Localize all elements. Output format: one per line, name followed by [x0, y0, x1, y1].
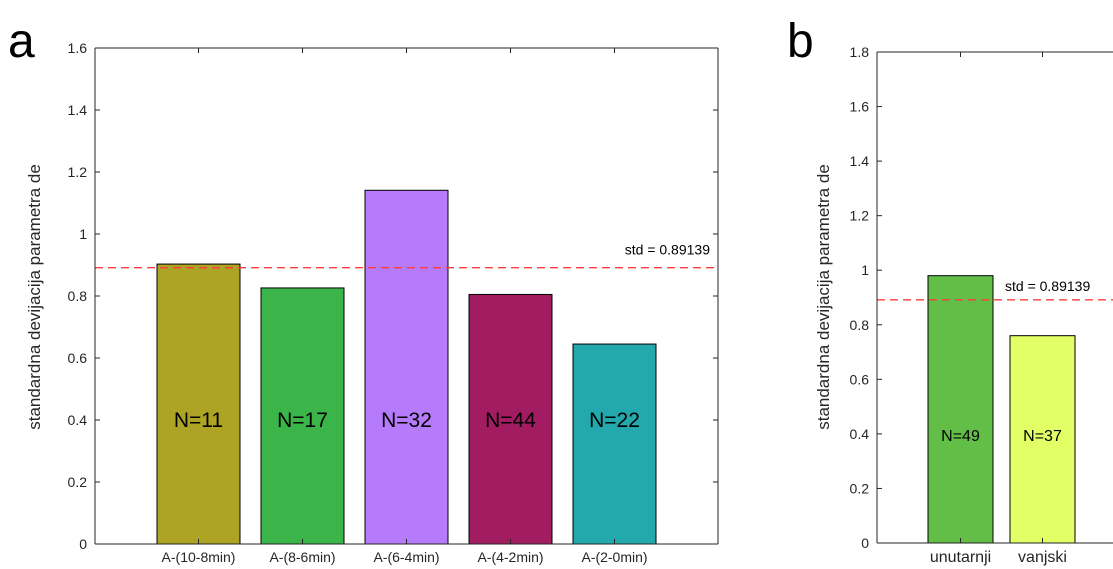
y-tick-label: 1.2: [850, 208, 870, 224]
std-reference-label: std = 0.89139: [625, 242, 710, 258]
y-tick-label: 1.6: [68, 40, 88, 56]
panel-a-y-axis-label: standardna devijacija parametra de: [25, 164, 44, 430]
bar-a-6-4min-: [364, 189, 449, 545]
bar-a-10-8min-: [156, 263, 241, 545]
y-tick-label: 1.4: [850, 153, 870, 169]
y-tick-label: 0.8: [68, 288, 88, 304]
panel-b-letter: b: [787, 15, 814, 68]
y-tick-label: 0.6: [850, 371, 870, 387]
bar-count-label: N=44: [485, 409, 536, 432]
x-tick-label: A-(8-6min): [269, 549, 335, 565]
y-tick-label: 0.4: [850, 426, 870, 442]
bar-count-label: N=11: [174, 409, 223, 432]
panel-b: b standardna devijacija parametra de std…: [787, 15, 1113, 566]
x-tick-label: A-(2-0min): [581, 549, 647, 565]
y-tick-label: 1: [861, 262, 869, 278]
bar-unutarnji: [927, 275, 994, 544]
x-tick-label: vanjski: [1018, 549, 1067, 566]
panel-a: a standardna devijacija parametra de std…: [8, 15, 719, 565]
y-tick-label: 1: [79, 226, 87, 242]
x-tick-label: A-(6-4min): [373, 549, 439, 565]
y-tick-label: 1.4: [68, 102, 88, 118]
bar-count-label: N=49: [941, 428, 980, 445]
bar-count-label: N=17: [277, 409, 328, 432]
std-reference-label: std = 0.89139: [1005, 278, 1090, 294]
y-tick-label: 0: [79, 536, 87, 552]
bar-count-label: N=32: [381, 409, 432, 432]
y-tick-label: 0.2: [850, 480, 870, 496]
y-tick-label: 1.2: [68, 164, 88, 180]
bar-a-8-6min-: [260, 287, 345, 545]
y-tick-label: 0: [861, 535, 869, 551]
x-tick-label: A-(4-2min): [477, 549, 543, 565]
y-tick-label: 0.2: [68, 474, 88, 490]
x-tick-label: A-(10-8min): [162, 549, 236, 565]
y-tick-label: 0.4: [68, 412, 88, 428]
bar-a-4-2min-: [468, 293, 553, 545]
bar-a-2-0min-: [572, 343, 657, 545]
y-tick-label: 0.8: [850, 317, 870, 333]
x-tick-label: unutarnji: [930, 549, 991, 566]
y-tick-label: 1.8: [850, 44, 870, 60]
y-tick-label: 1.6: [850, 99, 870, 115]
bar-count-label: N=37: [1023, 428, 1062, 445]
panel-b-y-axis-label: standardna devijacija parametra de: [814, 164, 833, 430]
bar-count-label: N=22: [589, 409, 640, 432]
y-tick-label: 0.6: [68, 350, 88, 366]
panel-a-letter: a: [8, 15, 35, 68]
